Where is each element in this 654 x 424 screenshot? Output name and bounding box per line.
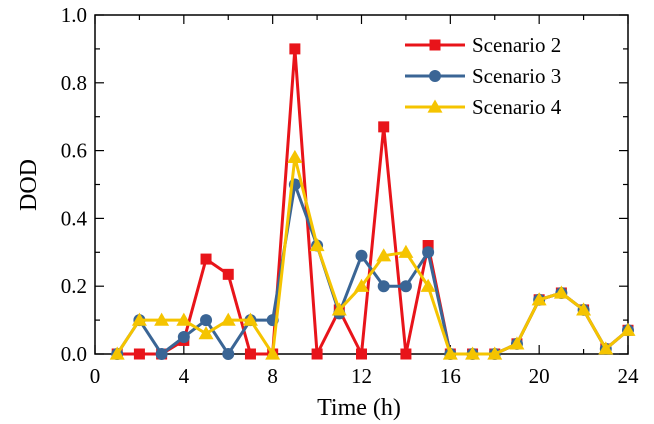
point-scenario-4 (242, 312, 258, 326)
point-scenario-4 (265, 346, 281, 360)
legend-label-scenario-4: Scenario 4 (472, 95, 562, 119)
point-scenario-2 (356, 348, 367, 360)
point-scenario-3 (355, 249, 368, 262)
y-tick-label: 0.8 (61, 71, 87, 95)
point-scenario-2 (400, 348, 412, 360)
point-scenario-3 (200, 314, 213, 327)
point-scenario-4 (287, 149, 303, 164)
point-scenario-4 (465, 346, 481, 360)
legend-label-scenario-2: Scenario 2 (472, 33, 561, 57)
legend-marker-scenario-2 (429, 39, 441, 51)
point-scenario-4 (420, 278, 436, 292)
legend-marker-scenario-3 (429, 70, 441, 82)
legend-marker-scenario-4 (427, 99, 443, 113)
point-scenario-3 (222, 348, 235, 360)
point-scenario-4 (131, 312, 147, 326)
point-scenario-3 (177, 331, 190, 344)
x-tick-label: 16 (440, 364, 461, 388)
series-scenario-4 (109, 149, 636, 360)
point-scenario-2 (422, 240, 434, 252)
point-scenario-2 (378, 121, 390, 133)
point-scenario-4 (531, 292, 547, 306)
line-scenario-4 (115, 155, 629, 356)
point-scenario-4 (376, 248, 392, 262)
y-tick-label: 0.4 (61, 206, 88, 230)
point-scenario-2 (244, 348, 256, 360)
point-scenario-3 (155, 348, 168, 360)
point-scenario-2 (200, 253, 212, 265)
legend: Scenario 2 Scenario 3 Scenario 4 (405, 33, 562, 119)
point-scenario-4 (198, 326, 214, 340)
point-scenario-4 (176, 312, 192, 326)
point-scenario-4 (553, 285, 569, 299)
y-axis-label: DOD (16, 159, 42, 211)
point-scenario-4 (109, 346, 125, 360)
point-scenario-4 (354, 278, 369, 292)
legend-label-scenario-3: Scenario 3 (472, 64, 561, 88)
y-tick-label: 0.0 (61, 342, 87, 366)
y-tick-label: 1.0 (61, 3, 87, 27)
point-scenario-4 (598, 341, 614, 355)
x-tick-label: 0 (90, 364, 101, 388)
series-scenario-2 (111, 43, 634, 360)
y-tick-label: 0.6 (61, 139, 87, 163)
x-tick-label: 12 (351, 364, 372, 388)
x-tick-label: 4 (179, 364, 190, 388)
y-tick-label: 0.2 (61, 274, 87, 298)
point-scenario-4 (398, 244, 414, 258)
point-scenario-4 (442, 346, 458, 360)
point-scenario-3 (422, 246, 435, 259)
series-layer (109, 43, 636, 360)
point-scenario-4 (154, 312, 170, 326)
x-axis-label: Time (h) (317, 395, 401, 421)
point-scenario-4 (487, 346, 503, 360)
point-scenario-4 (331, 302, 347, 316)
point-scenario-4 (620, 322, 636, 336)
point-scenario-3 (377, 280, 390, 293)
point-scenario-2 (311, 348, 323, 360)
point-scenario-4 (220, 312, 236, 326)
x-tick-label: 24 (618, 364, 640, 388)
x-tick-label: 8 (267, 364, 278, 388)
point-scenario-3 (399, 280, 412, 293)
point-scenario-4 (509, 336, 525, 350)
point-scenario-2 (222, 268, 234, 280)
x-tick-label: 20 (529, 364, 550, 388)
point-scenario-4 (576, 302, 592, 316)
point-scenario-2 (289, 43, 301, 55)
point-scenario-4 (309, 238, 325, 252)
point-scenario-2 (133, 348, 145, 360)
